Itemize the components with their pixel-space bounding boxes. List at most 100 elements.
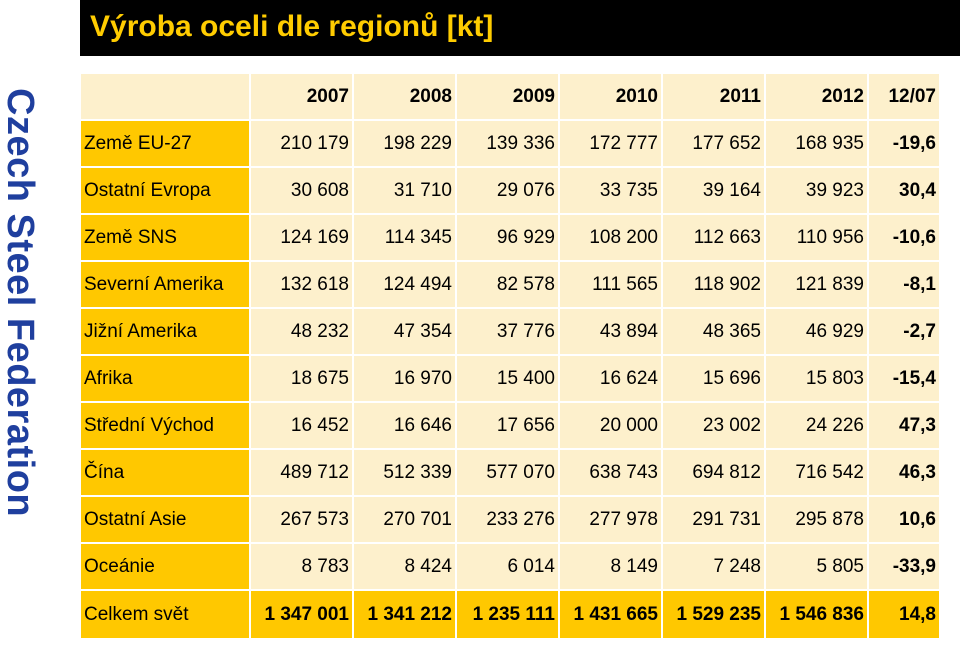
value-cell: 132 618 [249, 260, 354, 309]
change-cell: -10,6 [867, 213, 941, 262]
value-cell: 489 712 [249, 448, 354, 497]
value-cell: 198 229 [352, 119, 457, 168]
value-cell: 177 652 [661, 119, 766, 168]
value-cell: 37 776 [455, 307, 560, 356]
value-cell: 277 978 [558, 495, 663, 544]
value-cell: 39 923 [764, 166, 869, 215]
value-cell: 638 743 [558, 448, 663, 497]
value-cell: 16 624 [558, 354, 663, 403]
value-cell: 47 354 [352, 307, 457, 356]
side-title-text: Czech Steel Federation [0, 88, 40, 518]
value-cell: 233 276 [455, 495, 560, 544]
row-label: Celkem svět [79, 589, 251, 640]
column-header: 2007 [249, 72, 354, 121]
change-cell: -15,4 [867, 354, 941, 403]
table-row: Jižní Amerika 48 232 47 354 37 776 43 894 48 … [79, 307, 941, 356]
value-cell: 48 365 [661, 307, 766, 356]
change-cell: 46,3 [867, 448, 941, 497]
row-label: Čína [79, 448, 251, 497]
value-cell: 112 663 [661, 213, 766, 262]
column-header: 2010 [558, 72, 663, 121]
value-cell: 7 248 [661, 542, 766, 591]
value-cell: 1 431 665 [558, 589, 663, 640]
row-label: Střední Východ [79, 401, 251, 450]
value-cell: 15 696 [661, 354, 766, 403]
row-label: Ostatní Asie [79, 495, 251, 544]
page-title: Výroba oceli dle regionů [kt] [90, 10, 494, 43]
value-cell: 172 777 [558, 119, 663, 168]
change-cell: -19,6 [867, 119, 941, 168]
table-row: Čína 489 712 512 339 577 070 638 743 694 812 7… [79, 448, 941, 497]
value-cell: 118 902 [661, 260, 766, 309]
value-cell: 295 878 [764, 495, 869, 544]
value-cell: 20 000 [558, 401, 663, 450]
column-header: 2009 [455, 72, 560, 121]
value-cell: 114 345 [352, 213, 457, 262]
value-cell: 577 070 [455, 448, 560, 497]
value-cell: 210 179 [249, 119, 354, 168]
row-label: Ostatní Evropa [79, 166, 251, 215]
value-cell: 168 935 [764, 119, 869, 168]
value-cell: 15 400 [455, 354, 560, 403]
value-cell: 43 894 [558, 307, 663, 356]
row-label: Země SNS [79, 213, 251, 262]
change-cell: -2,7 [867, 307, 941, 356]
change-cell: -33,9 [867, 542, 941, 591]
value-cell: 82 578 [455, 260, 560, 309]
value-cell: 139 336 [455, 119, 560, 168]
change-cell: 47,3 [867, 401, 941, 450]
value-cell: 23 002 [661, 401, 766, 450]
value-cell: 1 235 111 [455, 589, 560, 640]
value-cell: 270 701 [352, 495, 457, 544]
change-cell: -8,1 [867, 260, 941, 309]
value-cell: 267 573 [249, 495, 354, 544]
value-cell: 15 803 [764, 354, 869, 403]
value-cell: 291 731 [661, 495, 766, 544]
column-header: 2011 [661, 72, 766, 121]
value-cell: 5 805 [764, 542, 869, 591]
value-cell: 512 339 [352, 448, 457, 497]
value-cell: 17 656 [455, 401, 560, 450]
value-cell: 24 226 [764, 401, 869, 450]
value-cell: 1 347 001 [249, 589, 354, 640]
change-cell: 10,6 [867, 495, 941, 544]
value-cell: 16 970 [352, 354, 457, 403]
change-cell: 30,4 [867, 166, 941, 215]
value-cell: 124 494 [352, 260, 457, 309]
value-cell: 16 646 [352, 401, 457, 450]
value-cell: 29 076 [455, 166, 560, 215]
value-cell: 110 956 [764, 213, 869, 262]
value-cell: 6 014 [455, 542, 560, 591]
value-cell: 1 529 235 [661, 589, 766, 640]
column-header: 2012 [764, 72, 869, 121]
row-label: Severní Amerika [79, 260, 251, 309]
table-row: Afrika 18 675 16 970 15 400 16 624 15 696 15 8… [79, 354, 941, 403]
column-header: 2008 [352, 72, 457, 121]
value-cell: 18 675 [249, 354, 354, 403]
corner-cell [79, 72, 251, 121]
value-cell: 8 149 [558, 542, 663, 591]
table-row: Ostatní Evropa 30 608 31 710 29 076 33 735 39… [79, 166, 941, 215]
value-cell: 111 565 [558, 260, 663, 309]
table-row: Severní Amerika 132 618 124 494 82 578 111 5… [79, 260, 941, 309]
column-header: 12/07 [867, 72, 941, 121]
table-row: Země SNS 124 169 114 345 96 929 108 200 112 6… [79, 213, 941, 262]
row-label: Oceánie [79, 542, 251, 591]
value-cell: 96 929 [455, 213, 560, 262]
value-cell: 716 542 [764, 448, 869, 497]
value-cell: 33 735 [558, 166, 663, 215]
row-label: Afrika [79, 354, 251, 403]
value-cell: 31 710 [352, 166, 457, 215]
title-bar: Výroba oceli dle regionů [kt] [80, 0, 960, 56]
value-cell: 8 424 [352, 542, 457, 591]
row-label: Země EU-27 [79, 119, 251, 168]
row-label: Jižní Amerika [79, 307, 251, 356]
value-cell: 39 164 [661, 166, 766, 215]
value-cell: 48 232 [249, 307, 354, 356]
value-cell: 1 341 212 [352, 589, 457, 640]
value-cell: 8 783 [249, 542, 354, 591]
side-title: Czech Steel Federation [0, 0, 40, 651]
table-row: Celkem svět 1 347 001 1 341 212 1 235 111 1 … [79, 589, 941, 640]
table-row: Střední Východ 16 452 16 646 17 656 20 000 23… [79, 401, 941, 450]
value-cell: 124 169 [249, 213, 354, 262]
